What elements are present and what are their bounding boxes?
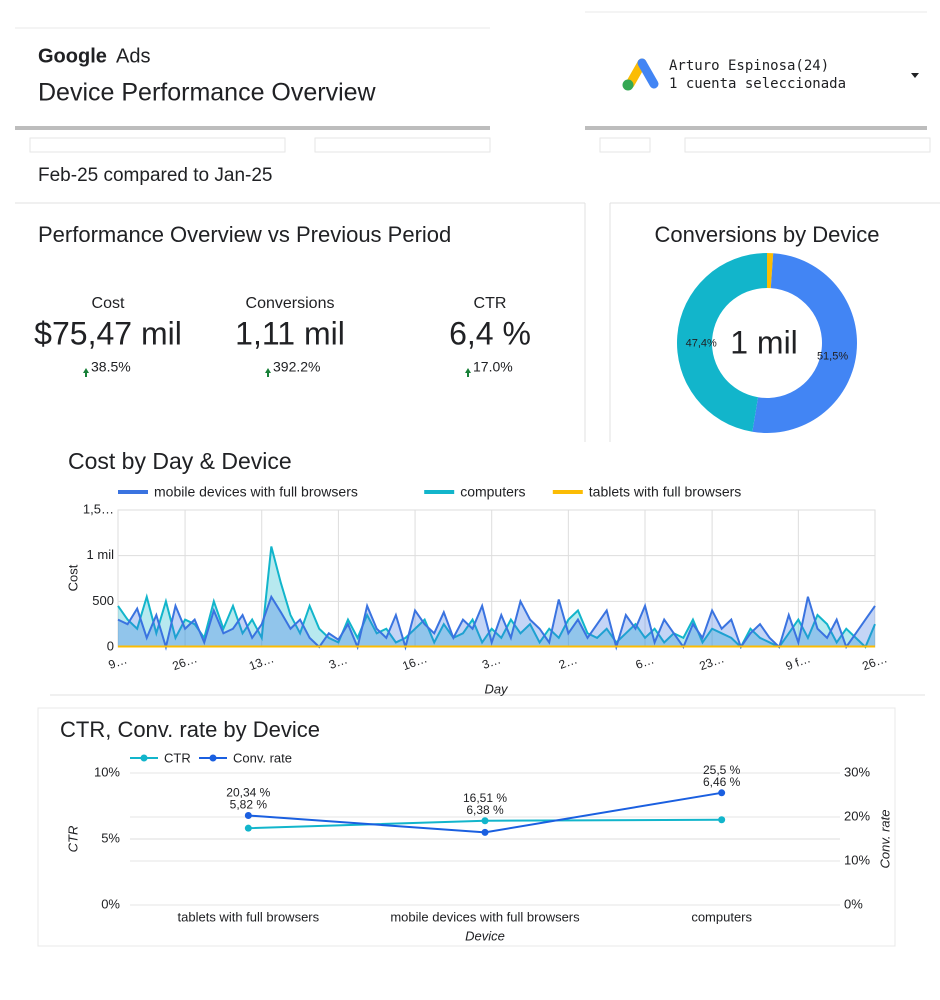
donut-center: 1 mil xyxy=(730,324,798,360)
filter-box[interactable] xyxy=(29,137,286,153)
y2-tick-label: 20% xyxy=(844,808,870,823)
x-tick-label: 3… xyxy=(327,652,349,672)
x-tick-label: 26… xyxy=(170,651,199,673)
legend-dot xyxy=(209,754,217,762)
y2-axis-label: Conv. rate xyxy=(877,809,892,868)
account-note[interactable]: 1 cuenta seleccionada xyxy=(669,76,846,92)
legend-label: mobile devices with full browsers xyxy=(154,484,358,500)
kpi-change: 392.2% xyxy=(273,359,320,375)
product-name: Ads xyxy=(116,45,150,67)
x-axis-label: Device xyxy=(465,928,505,943)
dropdown-arrow[interactable] xyxy=(911,73,919,78)
point xyxy=(244,812,252,820)
x-tick-label: 3… xyxy=(480,652,502,672)
y2-tick-label: 10% xyxy=(844,852,870,867)
y-tick-label: 500 xyxy=(92,593,114,608)
scorecard-title: Performance Overview vs Previous Period xyxy=(38,222,451,247)
x-tick-label: 9 f… xyxy=(784,651,813,673)
y2-tick-label: 30% xyxy=(844,764,870,779)
legend-label: tablets with full browsers xyxy=(589,484,742,500)
x-tick-label: 6… xyxy=(634,652,656,672)
y-tick-label: 5% xyxy=(101,830,120,845)
kpi-label: CTR xyxy=(474,295,507,312)
slice-label: 51,5% xyxy=(817,351,848,363)
point xyxy=(481,828,489,836)
point xyxy=(244,824,252,832)
period: Feb-25 compared to Jan-25 xyxy=(38,165,272,186)
chart-title: Cost by Day & Device xyxy=(68,448,292,474)
y-tick-label: 1,5… xyxy=(83,501,114,516)
ads-icon xyxy=(622,58,659,91)
y-tick-label: 0% xyxy=(101,896,120,911)
legend-dot xyxy=(140,754,148,762)
legend-label: CTR xyxy=(164,750,191,765)
up-arrow xyxy=(265,368,271,377)
y-tick-label: 1 mil xyxy=(87,547,115,562)
filter-box[interactable] xyxy=(684,137,931,153)
panel-border xyxy=(37,707,896,947)
y2-tick-label: 0% xyxy=(844,896,863,911)
donut-slice xyxy=(767,253,774,289)
point xyxy=(718,789,726,797)
x-tick-label: mobile devices with full browsers xyxy=(390,909,580,924)
series-line xyxy=(117,594,876,651)
y-tick-label: 0 xyxy=(107,638,114,653)
up-arrow xyxy=(83,368,89,377)
x-tick-label: computers xyxy=(691,909,752,924)
kpi-value: 6,4 % xyxy=(449,315,531,351)
y-tick-label: 10% xyxy=(94,764,120,779)
donut-slice xyxy=(752,253,858,433)
area-fill xyxy=(118,546,875,647)
kpi-label: Cost xyxy=(92,295,125,312)
data-label: 6,46 % xyxy=(703,775,741,789)
filter-box[interactable] xyxy=(314,137,491,153)
legend-label: Conv. rate xyxy=(233,750,292,765)
data-label: 5,82 % xyxy=(230,798,268,812)
page-title: Device Performance Overview xyxy=(38,79,377,107)
point xyxy=(718,816,726,824)
x-tick-label: 13… xyxy=(247,651,276,673)
x-tick-label: 2… xyxy=(557,652,579,672)
kpi-label: Conversions xyxy=(246,295,335,312)
account-name[interactable]: Arturo Espinosa(24) xyxy=(669,58,829,74)
data-label: 25,5 % xyxy=(703,763,741,777)
kpi-value: $75,47 mil xyxy=(34,315,182,351)
chart-title: CTR, Conv. rate by Device xyxy=(60,717,320,742)
series-line xyxy=(117,546,876,649)
x-tick-label: tablets with full browsers xyxy=(178,909,320,924)
x-tick-label: 9… xyxy=(107,652,129,672)
logo: Google xyxy=(38,45,107,67)
legend-label: computers xyxy=(460,484,525,500)
x-axis-label: Day xyxy=(484,681,509,696)
kpi-value: 1,11 mil xyxy=(235,315,345,351)
x-tick-label: 26… xyxy=(860,651,889,673)
data-label: 16,51 % xyxy=(463,791,507,805)
data-label: 20,34 % xyxy=(226,786,270,800)
point xyxy=(481,817,489,825)
up-arrow xyxy=(465,368,471,377)
x-tick-label: 16… xyxy=(400,651,429,673)
kpi-change: 17.0% xyxy=(473,359,513,375)
slice-label: 47,4% xyxy=(686,338,717,350)
y-axis-label: Cost xyxy=(65,564,80,591)
donut-slice xyxy=(677,253,767,432)
y-axis-label: CTR xyxy=(65,826,80,853)
kpi-change: 38.5% xyxy=(91,359,131,375)
x-tick-label: 23… xyxy=(698,651,727,673)
filter-box[interactable] xyxy=(599,137,651,153)
chart-title: Conversions by Device xyxy=(655,222,880,247)
data-label: 6,38 % xyxy=(466,803,504,817)
